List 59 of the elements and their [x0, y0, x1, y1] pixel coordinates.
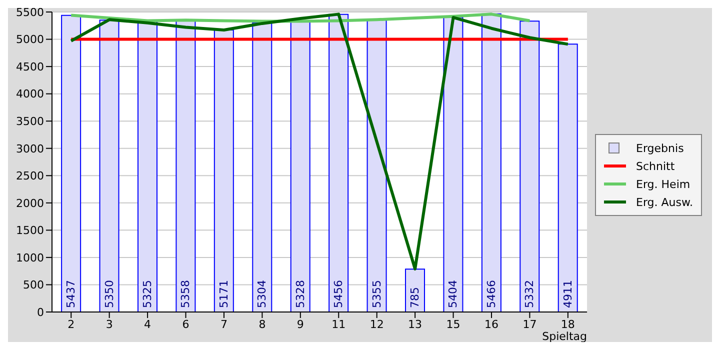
bar — [558, 44, 578, 312]
data-label: 5171 — [217, 280, 230, 308]
data-label: 5355 — [370, 280, 384, 308]
data-label: 785 — [408, 287, 422, 308]
x-tick-label: 7 — [220, 318, 228, 331]
x-tick-label: 16 — [484, 318, 498, 331]
bar — [214, 29, 234, 312]
y-tick-label: 1500 — [16, 224, 44, 238]
y-tick-label: 5500 — [16, 6, 44, 19]
data-label: 5466 — [484, 280, 498, 308]
data-label: 5358 — [179, 280, 192, 308]
y-tick-label: 2500 — [16, 170, 44, 183]
data-label: 5350 — [102, 280, 116, 308]
data-label: 5328 — [294, 280, 307, 308]
y-tick-label: 4000 — [16, 88, 44, 101]
x-tick-label: 3 — [106, 318, 113, 331]
data-label: 4911 — [561, 280, 574, 308]
x-tick-label: 12 — [370, 318, 384, 331]
y-tick-label: 0 — [37, 306, 44, 319]
bar — [443, 16, 464, 312]
x-tick-label: 17 — [522, 318, 537, 331]
x-tick-label: 4 — [144, 318, 152, 331]
x-tick-label: 9 — [296, 318, 304, 331]
data-label: 5304 — [256, 280, 269, 308]
bar — [366, 19, 387, 312]
x-tick-label: 11 — [332, 318, 346, 331]
x-tick-label: 2 — [68, 318, 75, 331]
x-axis-title: Spieltag — [542, 330, 588, 343]
data-label: 5404 — [446, 280, 460, 308]
x-tick-label: 13 — [408, 318, 422, 331]
legend-label: Erg. Ausw. — [636, 196, 693, 208]
line-series — [70, 12, 532, 23]
y-tick-label: 5000 — [16, 33, 44, 46]
data-label: 5456 — [332, 280, 346, 308]
bar — [99, 20, 120, 312]
bar — [481, 13, 502, 312]
y-tick-label: 3000 — [16, 142, 44, 156]
bar — [252, 22, 272, 312]
line-series — [70, 12, 570, 270]
y-tick-label: 1000 — [16, 251, 44, 264]
x-tick-label: 8 — [258, 318, 266, 331]
bar — [290, 20, 310, 312]
x-tick-label: 6 — [182, 318, 190, 331]
legend-label: Ergebnis — [636, 142, 684, 154]
legend-label: Schnitt — [636, 160, 675, 172]
y-tick-label: 4500 — [16, 60, 44, 74]
bar — [137, 21, 158, 312]
y-tick-label: 500 — [23, 278, 44, 292]
y-tick-label: 3500 — [16, 114, 44, 128]
data-label: 5325 — [140, 280, 154, 308]
bar — [520, 20, 540, 312]
bar — [328, 14, 349, 312]
data-label: 5332 — [523, 280, 536, 308]
bar — [61, 14, 82, 312]
x-tick-label: 15 — [446, 318, 460, 331]
data-label: 5437 — [64, 280, 78, 308]
y-tick-label: 2000 — [16, 196, 44, 210]
legend-label: Erg. Heim — [636, 178, 690, 190]
x-tick-label: 18 — [560, 318, 575, 331]
